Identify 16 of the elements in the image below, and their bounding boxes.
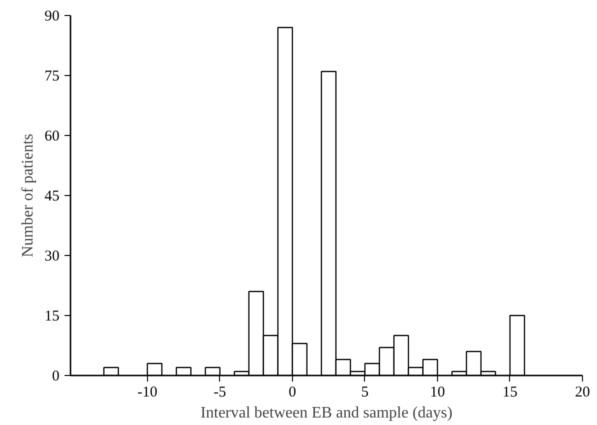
y-tick-label: 15 [44, 308, 60, 324]
y-axis-title: Number of patients [20, 134, 36, 258]
x-tick-label: 5 [361, 384, 369, 400]
x-axis-title: Interval between EB and sample (days) [200, 404, 452, 422]
x-tick-label: 15 [502, 384, 518, 400]
x-tick-label: 20 [575, 384, 590, 400]
x-tick-label: 10 [430, 384, 445, 400]
x-tick-label: 0 [288, 384, 296, 400]
y-tick-label: 90 [44, 8, 60, 24]
x-tick-label: -10 [137, 384, 158, 400]
x-tick-label: -5 [214, 384, 226, 400]
y-tick-label: 30 [44, 248, 60, 264]
y-tick-label: 0 [52, 368, 60, 384]
y-tick-label: 75 [44, 68, 60, 84]
y-tick-label: 45 [44, 188, 60, 204]
y-tick-label: 60 [44, 128, 60, 144]
